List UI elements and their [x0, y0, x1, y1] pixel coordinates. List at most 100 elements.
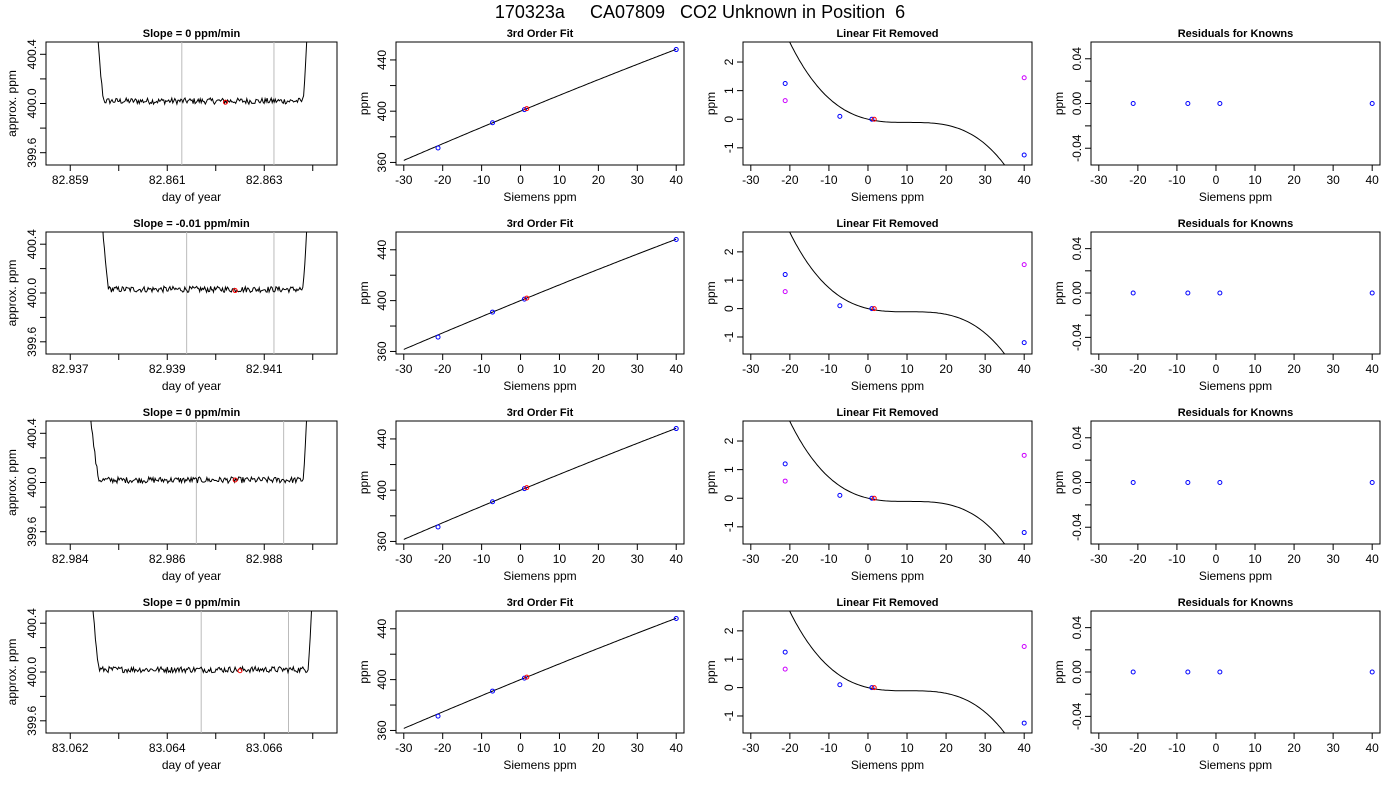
y-tick-label: 0 [722, 495, 736, 502]
known-point [1021, 530, 1027, 536]
x-tick-label: 20 [592, 741, 606, 755]
plot-area [403, 615, 679, 729]
plot-area [1130, 669, 1375, 675]
concentration-trace [92, 611, 312, 675]
x-axis-label: Siemens ppm [1199, 758, 1272, 772]
x-tick-label: 0 [1213, 173, 1220, 187]
concentration-trace [97, 42, 308, 106]
x-tick-label: 30 [978, 173, 992, 187]
fit-curve [403, 48, 677, 161]
known-point [869, 116, 875, 122]
y-tick-label: 400.0 [25, 88, 39, 118]
plot-area [782, 232, 1027, 354]
unknown-point [871, 495, 877, 501]
x-tick-label: 10 [553, 741, 567, 755]
x-tick-label: 40 [1366, 741, 1380, 755]
y-axis-label: ppm [704, 660, 718, 683]
known-point [490, 120, 496, 126]
x-tick-label: 0 [865, 552, 872, 566]
x-tick-label: 0 [1213, 362, 1220, 376]
known-point [435, 524, 441, 530]
plot-frame [742, 610, 1033, 734]
linear-residual-point [1021, 643, 1027, 649]
x-tick-label: 10 [553, 362, 567, 376]
panel-2-3: Linear Fit Removed-30 -20 -10 0 10 20 30 40-101… [704, 218, 1033, 393]
panel-2-1: Slope = -0.01 ppm/min 82.937 82.939 82.941 3… [5, 218, 338, 393]
known-point [521, 296, 527, 302]
known-point [1021, 720, 1027, 726]
plot-area [92, 611, 312, 733]
panel-1-3: Linear Fit Removed-30 -20 -10 0 10 20 30 40-101… [704, 28, 1033, 204]
y-tick-label: 400.4 [25, 229, 39, 259]
known-point [1217, 669, 1223, 675]
y-tick-label: 440 [375, 239, 389, 259]
x-tick-label: 30 [978, 552, 992, 566]
x-tick-label: 0 [517, 173, 524, 187]
y-tick-label: -1 [722, 142, 736, 153]
x-tick-label: -20 [434, 173, 452, 187]
y-tick-label: 1 [722, 277, 736, 284]
known-point [1021, 152, 1027, 158]
y-tick-label: -0.04 [1070, 513, 1084, 541]
linear-residual-point [1021, 262, 1027, 268]
panel-4-4: Residuals for Knowns -30 -20 -10 0 10 20 30 40 -0… [1052, 597, 1381, 772]
x-tick-label: 20 [592, 362, 606, 376]
x-tick-label: 83.064 [149, 741, 186, 755]
known-point [1369, 480, 1375, 485]
panel-title: Residuals for Knowns [1178, 218, 1294, 230]
x-tick-label: -20 [781, 552, 799, 566]
y-tick-label: 400 [375, 669, 389, 689]
y-tick-label: 0.00 [1070, 91, 1084, 115]
y-axis-label: ppm [1052, 471, 1066, 494]
x-tick-label: -10 [820, 173, 838, 187]
panel-title: Slope = 0 ppm/min [143, 407, 241, 419]
unknown-point [524, 295, 530, 301]
x-tick-label: -20 [1129, 362, 1147, 376]
known-point [673, 615, 679, 621]
plot-frame [395, 610, 685, 734]
x-tick-label: 0 [1213, 741, 1220, 755]
x-tick-label: 10 [900, 741, 914, 755]
known-point [1130, 101, 1136, 106]
y-tick-label: 1 [722, 466, 736, 473]
x-axis-label: Siemens ppm [851, 758, 924, 772]
x-axis-label: Siemens ppm [1199, 569, 1272, 583]
x-tick-label: 82.988 [246, 552, 283, 566]
known-point [782, 649, 788, 655]
plot-area [403, 426, 679, 540]
x-tick-label: 10 [1248, 552, 1262, 566]
x-tick-label: -30 [1090, 362, 1108, 376]
y-tick-label: 0.04 [1070, 47, 1084, 71]
x-tick-label: -10 [1168, 741, 1186, 755]
y-axis-label: ppm [704, 281, 718, 304]
fit-curve [403, 617, 677, 729]
known-point [1185, 290, 1191, 296]
x-tick-label: -10 [820, 362, 838, 376]
panel-title: Linear Fit Removed [836, 218, 938, 230]
plot-area [1130, 290, 1375, 296]
x-tick-label: -10 [1168, 173, 1186, 187]
y-tick-label: 440 [375, 50, 389, 70]
x-tick-label: -10 [473, 173, 491, 187]
x-tick-label: 0 [865, 173, 872, 187]
panel-title: 3rd Order Fit [507, 28, 574, 40]
known-point [782, 272, 788, 278]
y-tick-label: 360 [375, 720, 389, 740]
x-tick-label: 40 [1366, 173, 1380, 187]
unknown-point [871, 116, 877, 122]
x-tick-label: -20 [434, 552, 452, 566]
panel-title: Slope = 0 ppm/min [143, 597, 241, 609]
x-tick-label: 30 [631, 362, 645, 376]
panel-title: 3rd Order Fit [507, 218, 574, 230]
x-tick-label: 10 [1248, 741, 1262, 755]
x-tick-label: 40 [1018, 552, 1032, 566]
x-tick-label: 20 [939, 741, 953, 755]
unknown-marker [237, 668, 243, 674]
x-tick-label: 30 [1326, 173, 1340, 187]
linear-residual-point [782, 98, 788, 104]
x-tick-label: -10 [1168, 362, 1186, 376]
x-tick-label: 82.984 [52, 552, 89, 566]
concentration-trace [102, 232, 308, 294]
y-axis-label: ppm [357, 281, 371, 304]
panel-title: 3rd Order Fit [507, 597, 574, 609]
